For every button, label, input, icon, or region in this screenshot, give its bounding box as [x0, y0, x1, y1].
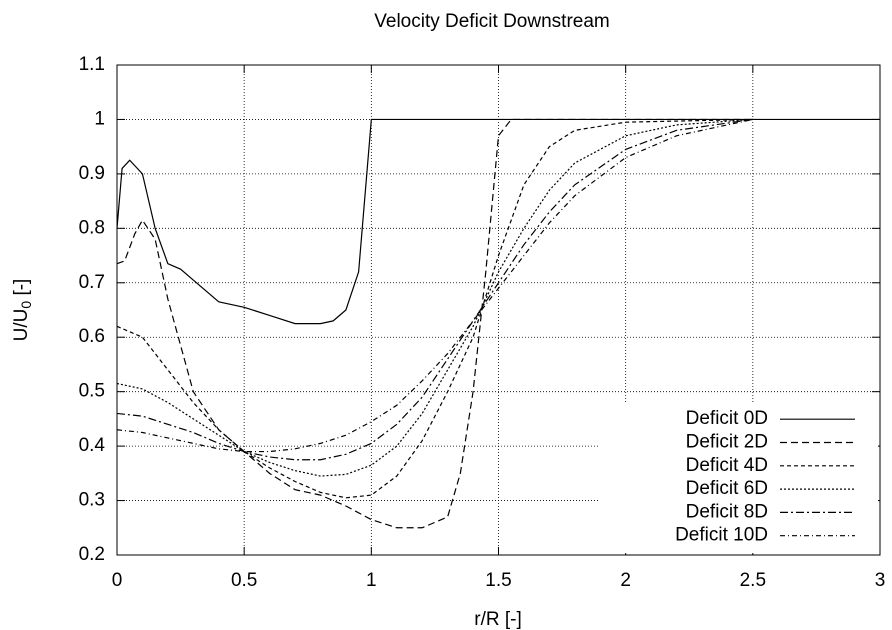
y-label-unit: [-] — [11, 279, 32, 301]
y-tick-label: 0.9 — [79, 163, 105, 184]
x-tick-label: 1.5 — [485, 570, 511, 591]
y-tick-label: 0.7 — [79, 272, 105, 293]
x-axis-label: r/R [-] — [474, 609, 522, 630]
y-label-sub: 0 — [18, 301, 34, 309]
y-axis-label: U/U0 [-] — [11, 279, 34, 342]
y-tick-label: 0.8 — [79, 217, 105, 238]
chart-title: Velocity Deficit Downstream — [374, 11, 609, 32]
data-line — [116, 118, 880, 325]
y-tick-label: 1.1 — [79, 54, 105, 75]
data-line — [116, 118, 753, 453]
x-tick-label: 0.5 — [231, 570, 257, 591]
y-label-main: U/U — [11, 309, 32, 342]
legend-label: Deficit 8D — [686, 501, 768, 522]
y-tick-label: 0.5 — [79, 381, 105, 402]
x-tick-label: 3 — [875, 570, 886, 591]
legend-label: Deficit 2D — [686, 432, 768, 453]
legend-label: Deficit 6D — [686, 478, 768, 499]
legend-box — [598, 403, 878, 553]
data-line — [116, 118, 753, 529]
x-tick-label: 2.5 — [740, 570, 766, 591]
x-tick-label: 0 — [112, 570, 123, 591]
legend-label: Deficit 10D — [675, 525, 768, 546]
x-tick-label: 1 — [366, 570, 377, 591]
y-tick-label: 0.3 — [79, 490, 105, 511]
data-line — [116, 118, 753, 477]
y-tick-label: 0.2 — [79, 544, 105, 565]
x-tick-label: 2 — [620, 570, 631, 591]
data-line — [116, 118, 753, 499]
y-tick-label: 0.4 — [79, 435, 106, 456]
legend-label: Deficit 0D — [686, 408, 768, 429]
y-tick-label: 1 — [94, 108, 105, 129]
data-line — [116, 118, 753, 461]
plot-frame — [116, 64, 881, 556]
legend-label: Deficit 4D — [686, 455, 768, 476]
y-tick-label: 0.6 — [79, 326, 105, 347]
